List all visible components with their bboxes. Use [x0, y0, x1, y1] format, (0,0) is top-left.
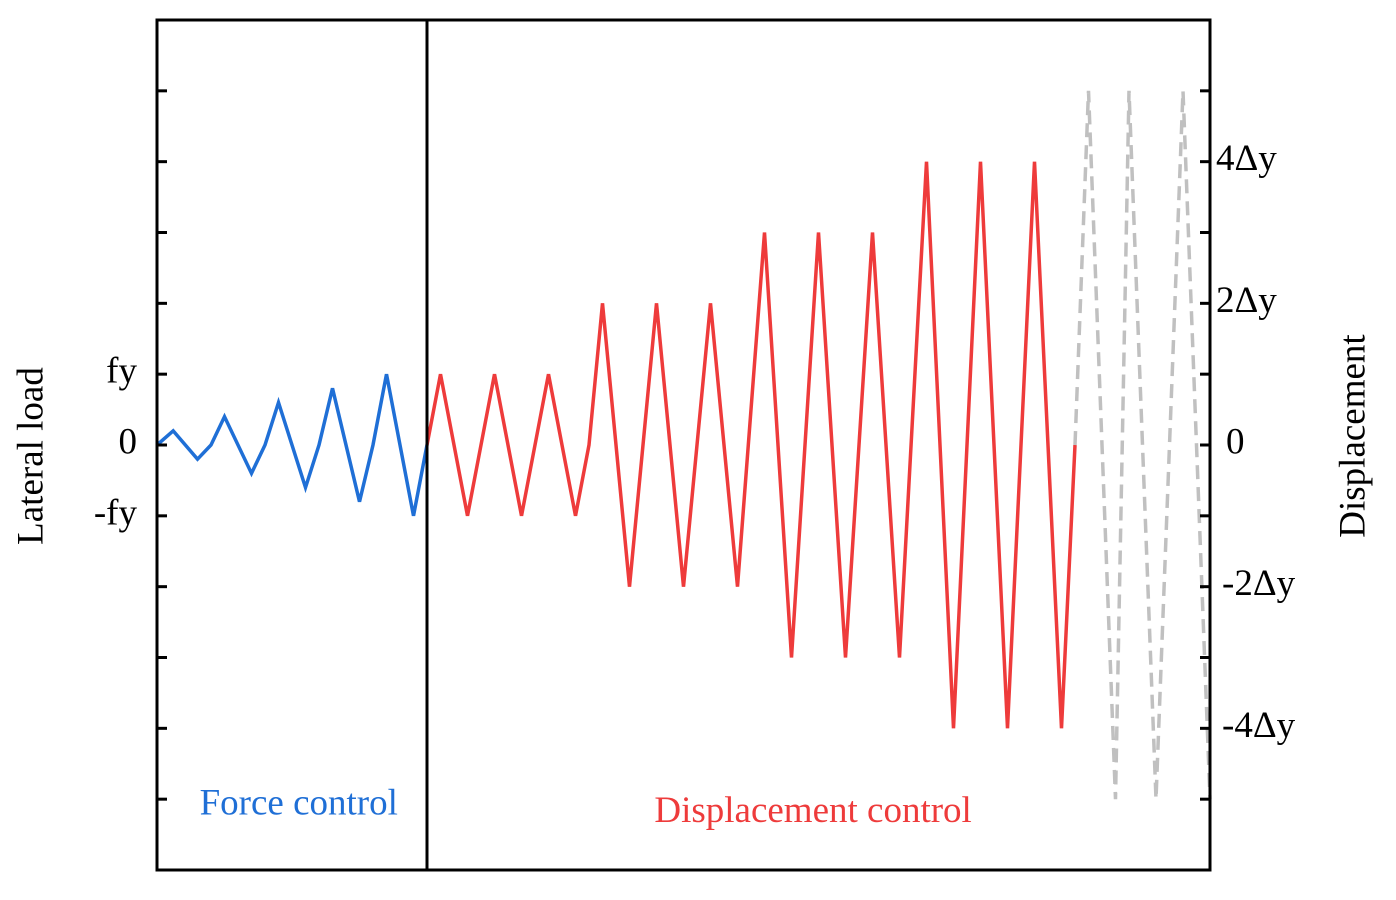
y2-tick-label: 4Δy	[1216, 138, 1277, 179]
plot-frame	[155, 18, 1212, 872]
annotation: Displacement control	[654, 790, 971, 831]
y-tick-label: 0	[119, 421, 138, 462]
annotation: Force control	[200, 783, 398, 824]
y-tick-label: fy	[106, 351, 137, 392]
y-tick-label: -fy	[94, 492, 138, 533]
y2-tick-label: 0	[1226, 421, 1245, 462]
y2-axis-label: Displacement	[1332, 334, 1373, 538]
y2-tick-label: -2Δy	[1222, 563, 1296, 604]
data-line	[425, 161, 1077, 729]
data-line	[1073, 90, 1212, 800]
data-line	[155, 373, 429, 517]
y-axis-label: Lateral load	[10, 367, 51, 545]
y2-tick-label: -4Δy	[1222, 705, 1296, 746]
y2-tick-label: 2Δy	[1216, 280, 1277, 321]
